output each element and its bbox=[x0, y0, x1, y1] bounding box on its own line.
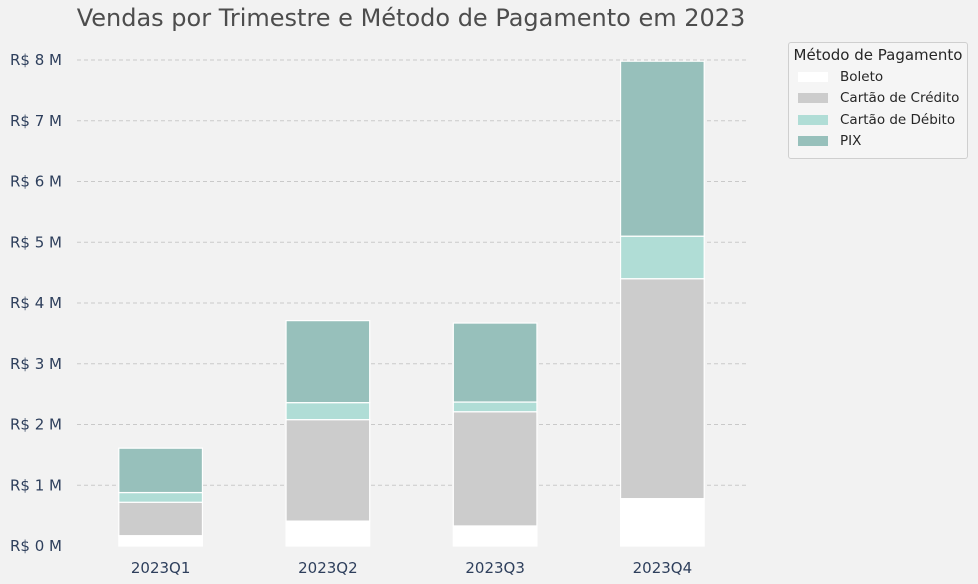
bar-segment bbox=[619, 235, 705, 280]
legend-title: Método de Pagamento bbox=[793, 46, 963, 64]
bar-segment bbox=[285, 520, 371, 547]
legend-item: Cartão de Débito bbox=[789, 109, 967, 131]
y-tick-label: R$ 6 M bbox=[10, 173, 62, 191]
bar-segment bbox=[452, 525, 538, 547]
legend-swatch bbox=[798, 136, 828, 147]
y-tick-label: R$ 4 M bbox=[10, 294, 62, 312]
bar-segment bbox=[118, 501, 204, 537]
x-tick-label: 2023Q3 bbox=[465, 559, 525, 577]
legend-swatch bbox=[798, 114, 828, 125]
bar-segment bbox=[452, 401, 538, 413]
x-tick-label: 2023Q1 bbox=[131, 559, 191, 577]
bar-segment bbox=[285, 419, 371, 522]
chart-title: Vendas por Trimestre e Método de Pagamen… bbox=[76, 4, 746, 32]
y-tick-label: R$ 0 M bbox=[10, 537, 62, 555]
bar-segment bbox=[452, 411, 538, 527]
bar-segment bbox=[118, 491, 204, 503]
legend-label: PIX bbox=[840, 133, 862, 150]
bar-segment bbox=[619, 498, 705, 547]
legend-item: PIX bbox=[789, 131, 967, 153]
legend: Método de Pagamento Boleto Cartão de Créd… bbox=[788, 42, 968, 159]
bar-segment bbox=[619, 278, 705, 500]
legend-item: Cartão de Crédito bbox=[789, 88, 967, 110]
bar-segment bbox=[285, 320, 371, 404]
legend-item: Boleto bbox=[789, 66, 967, 88]
y-axis: R$ 0 M R$ 1 M R$ 2 M R$ 3 M R$ 4 M R$ 5 M R$ 6… bbox=[10, 51, 62, 555]
y-tick-label: R$ 7 M bbox=[10, 112, 62, 130]
bar-segment bbox=[619, 60, 705, 237]
x-tick-label: 2023Q4 bbox=[633, 559, 693, 577]
y-tick-label: R$ 5 M bbox=[10, 233, 62, 251]
legend-label: Cartão de Débito bbox=[840, 111, 956, 128]
legend-label: Cartão de Crédito bbox=[840, 90, 960, 107]
legend-swatch bbox=[798, 93, 828, 104]
y-tick-label: R$ 1 M bbox=[10, 476, 62, 494]
legend-label: Boleto bbox=[840, 68, 884, 85]
y-tick-label: R$ 3 M bbox=[10, 355, 62, 373]
x-axis: 2023Q1 2023Q2 2023Q3 2023Q4 bbox=[131, 559, 692, 577]
bar-segment bbox=[285, 402, 371, 421]
bar-segment bbox=[452, 322, 538, 403]
legend-swatch bbox=[798, 71, 828, 82]
x-tick-label: 2023Q2 bbox=[298, 559, 358, 577]
y-tick-label: R$ 8 M bbox=[10, 51, 62, 69]
bar-segment bbox=[118, 447, 204, 494]
bar-segment bbox=[118, 535, 204, 547]
bars bbox=[118, 60, 705, 547]
y-tick-label: R$ 2 M bbox=[10, 416, 62, 434]
